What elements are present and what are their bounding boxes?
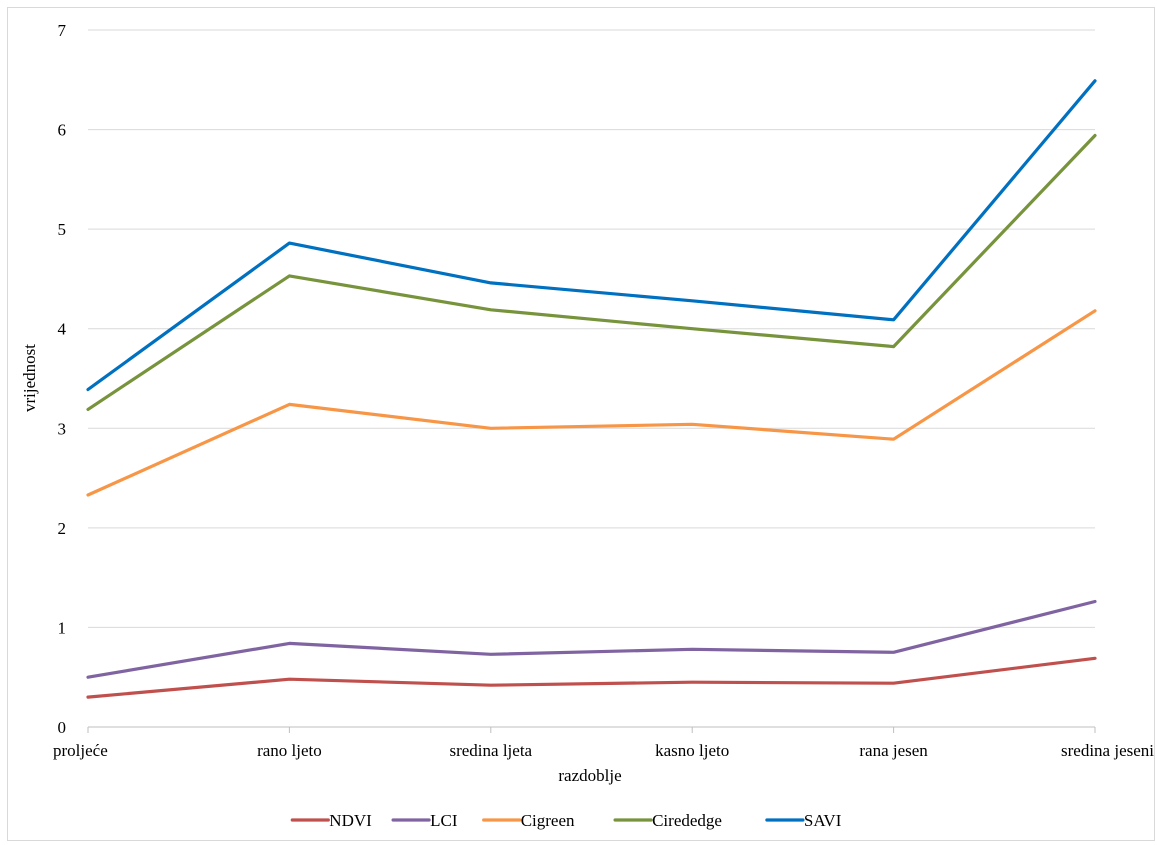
legend-item-ndvi: NDVI bbox=[290, 811, 372, 830]
legend: NDVI LCI Cigreen Cirededge SAVI bbox=[290, 811, 842, 830]
series-lines bbox=[86, 79, 1097, 699]
y-tick-label: 5 bbox=[58, 220, 67, 239]
y-tick-label: 7 bbox=[58, 21, 67, 40]
series-line-cirededge bbox=[86, 133, 1097, 411]
y-tick-label: 4 bbox=[58, 320, 67, 339]
legend-label: Cirededge bbox=[652, 811, 722, 830]
legend-item-savi: SAVI bbox=[765, 811, 842, 830]
legend-label: Cigreen bbox=[521, 811, 575, 830]
x-tick-label: rano ljeto bbox=[257, 741, 322, 760]
y-tick-label: 0 bbox=[58, 718, 67, 737]
y-tick-label: 3 bbox=[58, 419, 67, 438]
tick-labels: 0 1 2 3 4 5 6 7 proljeće rano ljeto sredina ljeta k… bbox=[53, 21, 1154, 760]
series-line-savi bbox=[86, 79, 1097, 392]
gridlines bbox=[88, 29, 1095, 628]
y-tick-label: 2 bbox=[58, 519, 67, 538]
x-tick-label: proljeće bbox=[53, 741, 108, 760]
y-tick-label: 6 bbox=[58, 121, 67, 140]
legend-item-lci: LCI bbox=[391, 811, 458, 830]
x-tick-label: sredina ljeta bbox=[449, 741, 532, 760]
x-tick-label: kasno ljeto bbox=[655, 741, 729, 760]
legend-item-cigreen: Cigreen bbox=[482, 811, 575, 830]
legend-label: LCI bbox=[430, 811, 458, 830]
series-line-lci bbox=[86, 599, 1097, 679]
x-tick-label: rana jesen bbox=[859, 741, 928, 760]
series-line-ndvi bbox=[86, 656, 1097, 699]
x-tick-label: sredina jeseni bbox=[1061, 741, 1154, 760]
y-tick-label: 1 bbox=[58, 618, 67, 637]
legend-label: NDVI bbox=[329, 811, 372, 830]
series-line-cigreen bbox=[86, 309, 1097, 497]
legend-label: SAVI bbox=[804, 811, 842, 830]
legend-item-cirededge: Cirededge bbox=[613, 811, 722, 830]
chart-frame bbox=[7, 7, 1155, 841]
x-axis-title: razdoblje bbox=[558, 766, 621, 785]
axes bbox=[87, 726, 1096, 733]
y-axis-title: vrijednost bbox=[20, 344, 39, 412]
